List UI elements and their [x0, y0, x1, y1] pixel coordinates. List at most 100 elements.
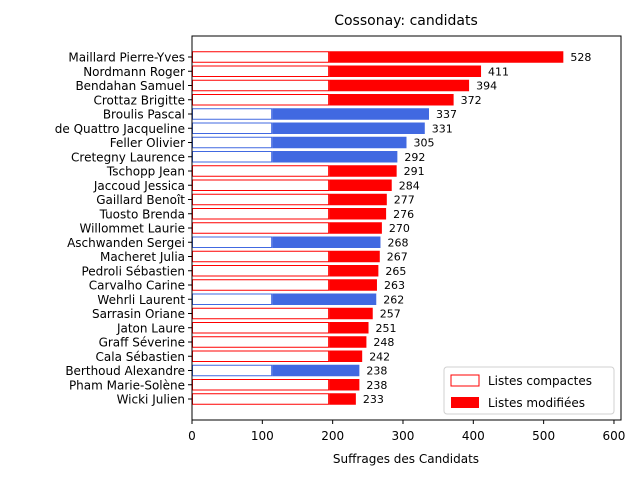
bar-modified: [272, 151, 398, 163]
data-label: 331: [432, 122, 453, 135]
y-tick-label: Tuosto Brenda: [99, 207, 185, 221]
bar-modified: [329, 94, 454, 106]
data-label: 372: [461, 94, 482, 107]
data-label: 394: [476, 80, 497, 93]
bar-compact: [192, 65, 330, 77]
bar-modified: [329, 193, 387, 206]
bar-compact: [192, 151, 273, 163]
data-label: 248: [373, 336, 394, 349]
bar-compact: [192, 336, 330, 348]
bar-modified: [329, 51, 564, 63]
bar-modified: [329, 79, 470, 92]
bar-compact: [192, 265, 330, 277]
bar-compact: [192, 94, 330, 106]
bar-modified: [329, 336, 367, 348]
x-axis-label: Suffrages des Candidats: [333, 452, 479, 466]
x-tick-label: 600: [603, 429, 626, 443]
bar-compact: [192, 108, 273, 120]
x-tick-label: 0: [188, 429, 196, 443]
data-label: 238: [366, 379, 387, 392]
data-label: 276: [393, 208, 414, 221]
data-label: 257: [380, 308, 401, 321]
bar-compact: [192, 165, 330, 177]
data-label: 263: [384, 279, 405, 292]
x-tick-label: 100: [251, 429, 274, 443]
y-tick-label: Graff Séverine: [99, 336, 185, 350]
y-tick-label: Tschopp Jean: [106, 165, 185, 179]
bar-modified: [329, 322, 369, 334]
data-labels: 5284113943723373313052922912842772762702…: [363, 51, 591, 406]
bar-modified: [329, 179, 392, 191]
bar-modified: [329, 165, 397, 177]
data-label: 284: [399, 179, 420, 192]
bar-modified: [329, 208, 387, 220]
legend-label-compact: Listes compactes: [488, 374, 592, 388]
bar-compact: [192, 208, 330, 220]
bar-modified: [272, 293, 377, 305]
y-tick-label: Pedroli Sébastien: [81, 264, 185, 278]
y-tick-label: Cala Sébastien: [96, 350, 185, 364]
plot-frame: [191, 35, 622, 421]
y-tick-label: Maillard Pierre-Yves: [68, 51, 185, 65]
data-label: 292: [404, 151, 425, 164]
bar-modified: [272, 108, 430, 120]
chart-title: Cossonay: candidats: [334, 13, 478, 29]
bar-modified: [272, 364, 360, 377]
y-tick-label: Berthoud Alexandre: [65, 364, 185, 378]
bar-compact: [192, 136, 273, 149]
legend-swatch-modified: [451, 397, 479, 408]
data-label: 277: [394, 194, 415, 207]
bar-compact: [192, 379, 330, 391]
data-label: 291: [404, 165, 425, 178]
data-label: 268: [387, 236, 408, 249]
data-label: 305: [414, 137, 435, 150]
y-tick-label: Sarrasin Oriane: [92, 307, 185, 321]
bar-modified: [329, 265, 379, 277]
legend-box: [443, 366, 615, 415]
data-label: 262: [383, 293, 404, 306]
bar-compact: [192, 250, 330, 263]
data-label: 238: [366, 365, 387, 378]
bar-compact: [192, 350, 330, 362]
bar-modified: [272, 122, 425, 134]
data-label: 267: [387, 251, 408, 264]
bar-compact: [192, 293, 273, 305]
y-tick-label: Nordmann Roger: [83, 65, 185, 79]
legend: Listes compactes Listes modifiées: [443, 366, 615, 415]
bar-modified: [272, 136, 407, 149]
y-tick-label: Wehrli Laurent: [97, 293, 185, 307]
bar-modified: [329, 65, 482, 77]
y-tick-label: Carvalho Carine: [89, 279, 185, 293]
bar-compact: [192, 393, 330, 405]
x-tick-label: 200: [321, 429, 344, 443]
bar-compact: [192, 51, 330, 63]
y-tick-label: Crottaz Brigitte: [93, 93, 185, 107]
bar-compact: [192, 193, 330, 206]
y-tick-label: Macheret Julia: [100, 250, 185, 264]
bar-compact: [192, 279, 330, 291]
y-tick-label: Feller Olivier: [110, 136, 185, 150]
y-tick-label: de Quattro Jacqueline: [55, 122, 185, 136]
x-tick-label: 400: [462, 429, 485, 443]
bar-compact: [192, 307, 330, 320]
bar-modified: [329, 222, 382, 234]
bar-modified: [329, 250, 380, 263]
y-tick-label: Broulis Pascal: [103, 108, 185, 122]
bar-modified: [329, 393, 356, 405]
data-label: 265: [385, 265, 406, 278]
y-tick-label: Jaton Laure: [116, 321, 185, 335]
data-label: 337: [436, 108, 457, 121]
bar-modified: [329, 350, 363, 362]
data-label: 528: [570, 51, 591, 64]
y-tick-label: Bendahan Samuel: [75, 79, 185, 93]
x-axis: 0 100 200 300 400 500 600: [188, 420, 625, 443]
bar-compact: [192, 364, 273, 377]
bar-modified: [329, 379, 360, 391]
legend-swatch-compact: [450, 374, 480, 387]
y-tick-label: Aschwanden Sergei: [67, 236, 185, 250]
x-tick-label: 300: [392, 429, 415, 443]
y-tick-label: Willommet Laurie: [79, 222, 185, 236]
bar-compact: [192, 122, 273, 134]
